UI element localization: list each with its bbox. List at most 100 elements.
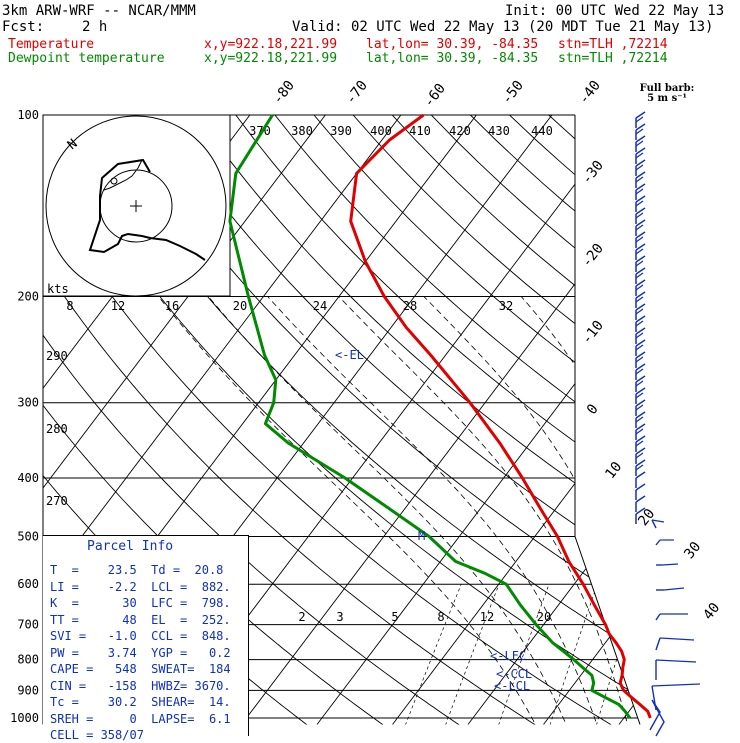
hodograph-speed-label: 8 <box>66 299 73 313</box>
parcel-info-row: PW = 3.74 YGP = 0.2 <box>50 645 231 661</box>
hodograph-speed-label: 16 <box>165 299 179 313</box>
wind-barb-flag <box>636 268 645 274</box>
wind-barb-low-flag <box>660 638 694 640</box>
wind-barb-flag <box>636 472 645 478</box>
isotherm-label: -30 <box>579 158 607 188</box>
wind-barb-low-flag <box>656 660 696 662</box>
wind-barb-flag <box>636 280 645 286</box>
pressure-label: 200 <box>17 290 39 304</box>
wind-barb-flag <box>636 184 645 190</box>
wind-barb-flag <box>636 136 645 142</box>
parcel-info-row: CELL = 358/07 <box>50 727 144 743</box>
isotherm-line <box>317 115 740 724</box>
isotherm-label: -20 <box>579 241 607 271</box>
mixing-ratio-line <box>595 584 641 731</box>
mixing-ratio-line <box>403 584 461 731</box>
parcel-info-row: K = 30 LFC = 798. <box>50 595 231 611</box>
hodograph-speed-label: 20 <box>233 299 247 313</box>
dry-adiabat-line <box>510 115 740 731</box>
parcel-info-row: Tc = 30.2 SHEAR= 14. <box>50 694 231 710</box>
isotherm-label: 0 <box>584 401 602 417</box>
isotherm-label: -10 <box>579 318 607 348</box>
hodograph-speed-label: 12 <box>111 299 125 313</box>
wind-barb-low <box>656 638 660 650</box>
wind-barb-flag <box>636 484 645 490</box>
wind-barb-low <box>656 614 660 620</box>
theta-label: 380 <box>291 124 313 138</box>
pressure-label: 400 <box>17 471 39 485</box>
theta-label: 430 <box>488 124 510 138</box>
isotherm-label: -60 <box>421 81 449 111</box>
wind-barb-flag <box>636 436 645 442</box>
wind-barb-flag <box>636 496 645 502</box>
level-marker: M <box>418 529 425 543</box>
wind-barb-low-flag <box>664 588 684 590</box>
isotherm-line <box>393 115 740 724</box>
hodograph-speed-label: 28 <box>403 299 417 313</box>
dewpoint-profile <box>230 115 630 718</box>
parcel-info-title: Parcel Info <box>87 539 173 554</box>
wind-barb-low <box>656 540 660 545</box>
theta-label: 390 <box>330 124 352 138</box>
hodograph-units: kts <box>47 282 69 296</box>
barb-legend: Full barb: 5 m s⁻¹ <box>632 84 702 104</box>
isotherm-label: 10 <box>602 459 625 482</box>
isotherm-label: -70 <box>343 78 371 108</box>
isotherm-label: -80 <box>270 78 298 108</box>
wind-barb-flag <box>636 172 645 178</box>
hodograph-level-label: 290 <box>46 349 68 363</box>
hodograph-speed-label: 24 <box>313 299 327 313</box>
wind-barb-flag <box>636 364 645 370</box>
parcel-info-row: TT = 48 EL = 252. <box>50 612 231 628</box>
wind-barb-flag <box>636 388 645 394</box>
wind-barb-flag <box>636 316 645 322</box>
dry-adiabat-line <box>470 115 740 731</box>
isotherm-line <box>468 115 740 724</box>
mixing-ratio-label: 8 <box>437 610 444 624</box>
wind-barb-flag <box>636 412 645 418</box>
wind-barb-surface <box>650 700 664 736</box>
level-marker: <-EL <box>335 348 364 362</box>
wind-barb-flag <box>636 196 645 202</box>
isotherm-label: 40 <box>700 600 723 623</box>
parcel-info-row: CIN = -158 HWBZ= 3670. <box>50 678 231 694</box>
parcel-info-row: LI = -2.2 LCL = 882. <box>50 579 231 595</box>
parcel-info-row: SVI = -1.0 CCL = 848. <box>50 628 231 644</box>
pressure-label: 700 <box>17 618 39 632</box>
moist-adiabat-line <box>339 297 630 731</box>
dry-adiabat-line <box>353 115 740 731</box>
mixing-ratio-line <box>656 584 698 731</box>
barb-legend-line2: 5 m s⁻¹ <box>632 94 702 104</box>
isotherm-label: -50 <box>499 78 527 108</box>
wind-barb-flag <box>636 256 645 262</box>
isotherm-line <box>0 115 23 724</box>
theta-label: 400 <box>370 124 392 138</box>
dry-adiabat-line <box>549 115 740 731</box>
wind-barb-flag <box>636 460 645 466</box>
mixing-ratio-label: 20 <box>537 610 551 624</box>
moist-adiabat-line <box>619 297 720 731</box>
hodograph-level-label: 270 <box>46 494 68 508</box>
wind-barb-flag <box>636 160 645 166</box>
pressure-label: 100 <box>17 108 39 122</box>
moist-adiabat-line <box>208 297 569 731</box>
wind-barb-flag <box>636 304 645 310</box>
theta-label: 420 <box>449 124 471 138</box>
wind-barb-flag <box>636 112 645 118</box>
wind-barb-flag <box>636 400 645 406</box>
mixing-ratio-label: 2 <box>298 610 305 624</box>
wind-barb-flag <box>636 148 645 154</box>
moist-adiabat-line <box>521 297 690 731</box>
level-marker: <-LFC <box>490 649 526 663</box>
wind-barb-flag <box>636 208 645 214</box>
parcel-info-row: T = 23.5 Td = 20.8 <box>50 562 223 578</box>
isotherm-line <box>544 115 740 724</box>
wind-barb-flag <box>636 424 645 430</box>
wind-barb-flag <box>636 124 645 130</box>
wind-barb-flag <box>636 292 645 298</box>
level-marker: <-LCL <box>494 679 530 693</box>
isotherm-label: 30 <box>681 539 704 562</box>
pressure-label: 1000 <box>10 711 39 725</box>
dry-adiabat-line <box>627 115 740 731</box>
